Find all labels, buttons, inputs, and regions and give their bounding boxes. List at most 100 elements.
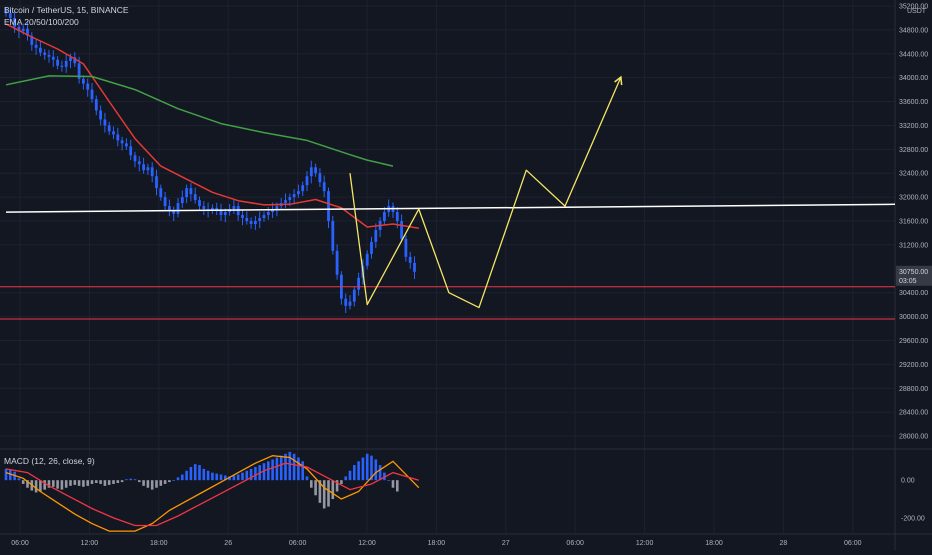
macd-histogram-bar [340, 480, 343, 484]
candle-body [189, 188, 193, 195]
macd-histogram-bar [39, 480, 42, 492]
x-tick-label: 06:00 [844, 540, 862, 547]
macd-histogram-bar [95, 480, 98, 484]
symbol-legend[interactable]: Bitcoin / TetherUS, 15, BINANCE [4, 5, 129, 15]
macd-histogram-bar [391, 480, 395, 488]
macd-histogram-bar [129, 478, 132, 481]
candle-body [4, 10, 8, 14]
candle-body [180, 197, 184, 204]
candle-body [17, 26, 21, 32]
candle-body [245, 218, 249, 222]
candle-body [193, 194, 197, 201]
macd-histogram-bar [224, 475, 227, 481]
candle-body [56, 59, 59, 66]
macd-histogram-bar [327, 480, 330, 507]
candle-body [352, 289, 356, 302]
macd-histogram-bar [133, 479, 137, 481]
macd-histogram-bar [241, 472, 244, 481]
macd-histogram-bar [193, 464, 197, 481]
candle-body [172, 210, 176, 214]
candle-body [258, 218, 262, 222]
candle-body [60, 65, 64, 67]
y-tick-label: 30400.00 [899, 290, 928, 297]
macd-histogram-bar [211, 472, 214, 481]
candle-body [120, 140, 124, 144]
y-tick-label: 32800.00 [899, 147, 928, 154]
candle-body [8, 13, 12, 18]
macd-histogram-bar [120, 480, 124, 483]
candle-body [155, 176, 158, 189]
macd-histogram-bar [181, 474, 184, 481]
y-tick-label: 29200.00 [899, 362, 928, 369]
candle-body [413, 262, 416, 272]
candle-body [77, 63, 81, 79]
macd-histogram-bar [361, 457, 365, 481]
macd-histogram-bar [310, 480, 313, 488]
macd-histogram-bar [206, 470, 210, 481]
candle-body [249, 221, 253, 224]
candle-body [112, 131, 115, 135]
candle-body [327, 191, 330, 222]
price-unit-label: USDT [907, 8, 927, 15]
candle-body [395, 212, 399, 222]
macd-histogram-bar [198, 465, 201, 481]
macd-histogram-bar [86, 480, 89, 486]
candle-body [99, 110, 102, 120]
candle-body [357, 277, 360, 290]
macd-histogram-bar [150, 480, 154, 490]
macd-histogram-bar [77, 480, 81, 486]
candle-body [322, 182, 326, 192]
candle-body [314, 167, 317, 174]
projection-path [349, 76, 622, 309]
candle-body [30, 35, 34, 45]
macd-histogram-bar [275, 457, 279, 481]
candle-body [262, 215, 266, 219]
macd-histogram-bar [9, 469, 12, 481]
candle-body [232, 206, 236, 210]
macd-histogram-bar [288, 451, 292, 481]
candle-body [309, 167, 313, 177]
macd-histogram-bar [292, 453, 296, 481]
candle-body [241, 215, 244, 219]
ema-legend[interactable]: EMA 20/50/100/200 [4, 17, 79, 27]
x-tick-label: 18:00 [705, 540, 723, 547]
macd-histogram-bar [383, 472, 386, 481]
macd-histogram-bar [26, 480, 29, 488]
candle-body [404, 238, 408, 257]
candle-body [275, 206, 279, 210]
macd-histogram-bar [262, 463, 266, 481]
macd-histogram-bar [4, 468, 8, 481]
candle-body [335, 250, 339, 275]
candle-body [69, 57, 72, 61]
macd-histogram-bar [159, 480, 163, 486]
macd-tick-label: -200.00 [901, 515, 925, 522]
macd-histogram-bar [374, 459, 378, 481]
candle-body [254, 221, 257, 224]
macd-histogram-bar [185, 470, 188, 481]
candle-body [305, 176, 309, 186]
candle-body [34, 44, 38, 48]
macd-histogram-bar [254, 466, 257, 481]
candle-body [82, 78, 85, 84]
macd-histogram-bar [21, 480, 25, 484]
candle-body [408, 256, 412, 263]
countdown-label: 03:05 [899, 278, 917, 285]
candle-body [168, 206, 171, 211]
macd-histogram-bar [146, 480, 150, 488]
candle-body [176, 203, 180, 214]
macd-histogram-bar [116, 480, 120, 484]
macd-histogram-bar [43, 480, 46, 490]
candle-body [146, 167, 150, 171]
x-tick-label: 28 [780, 540, 788, 547]
macd-histogram-bar [396, 480, 399, 492]
macd-histogram-bar [69, 480, 72, 486]
macd-histogram-bar [60, 480, 64, 490]
y-tick-label: 31200.00 [899, 242, 928, 249]
y-tick-label: 32000.00 [899, 195, 928, 202]
macd-legend[interactable]: MACD (12, 26, close, 9) [4, 456, 95, 466]
macd-histogram-bar [335, 480, 339, 492]
projection-arrowhead [614, 75, 623, 86]
macd-histogram-bar [202, 468, 206, 481]
